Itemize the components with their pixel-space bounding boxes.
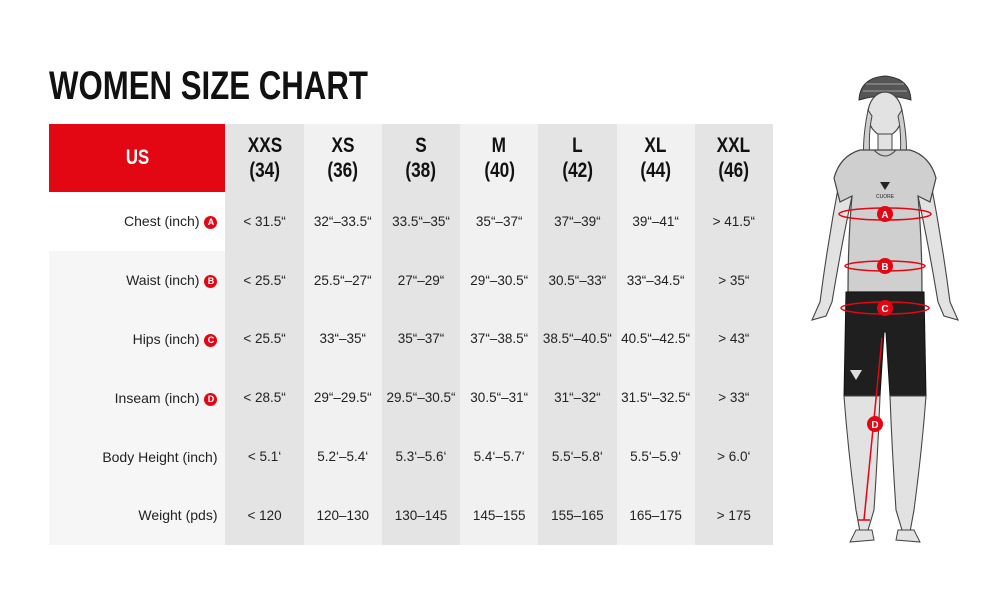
size-value-cell: 39“–41“: [616, 192, 695, 251]
body-measurement-figure: CUORE A B C D: [811, 75, 959, 543]
svg-text:C: C: [881, 304, 888, 315]
page-title: WOMEN SIZE CHART: [49, 64, 368, 108]
row-label: Weight (pds): [49, 485, 226, 545]
size-value-cell: 5.5‘–5.8‘: [538, 427, 617, 486]
marker-a: A: [877, 206, 893, 222]
size-value-cell: 33“–35“: [303, 309, 382, 369]
row-label-text: Weight (pds): [138, 507, 218, 524]
size-value-cell: 30.5“–31“: [460, 368, 539, 428]
row-label-text: Hips (inch): [132, 330, 200, 347]
size-value-cell: 145–155: [460, 485, 539, 545]
size-value-cell: 130–145: [381, 485, 461, 545]
size-value-cell: < 5.1‘: [225, 427, 304, 486]
header-row: US XXS (34) XS (36) S (38) M (40) L (42) XL (4…: [49, 124, 773, 192]
size-value-cell: < 31.5“: [225, 192, 304, 251]
row-label-text: Body Height (inch): [102, 448, 218, 465]
marker-c: C: [877, 300, 893, 316]
size-value-cell: > 33“: [694, 368, 773, 428]
row-label: Inseam (inch) D: [49, 368, 226, 428]
row-label: Body Height (inch): [49, 427, 226, 486]
size-value-cell: > 41.5“: [694, 192, 773, 251]
size-value-cell: < 25.5“: [225, 309, 304, 369]
table-row: Hips (inch) C < 25.5“ 33“–35“ 35“–37“ 37“–38.…: [49, 309, 773, 369]
svg-text:D: D: [871, 420, 878, 431]
region-header: US: [49, 124, 226, 192]
table-row: Waist (inch) B < 25.5“ 25.5“–27“ 27“–29“ 29“–…: [49, 250, 773, 310]
table-row: Inseam (inch) D < 28.5“ 29“–29.5“ 29.5“–30.5…: [49, 368, 773, 428]
size-value-cell: 29“–30.5“: [460, 250, 539, 310]
size-value-cell: 38.5“–40.5“: [538, 309, 617, 369]
size-value-cell: > 43“: [694, 309, 773, 369]
size-table: US XXS (34) XS (36) S (38) M (40) L (42) XL (4…: [49, 124, 773, 545]
size-value-cell: 40.5“–42.5“: [616, 309, 695, 369]
size-header-s: S (38): [381, 124, 461, 192]
size-value-cell: 165–175: [616, 485, 695, 545]
size-value-cell: 5.2‘–5.4‘: [303, 427, 382, 486]
svg-text:A: A: [881, 210, 888, 221]
size-value-cell: 33“–34.5“: [616, 250, 695, 310]
size-value-cell: 37“–39“: [538, 192, 617, 251]
size-value-cell: 29“–29.5“: [303, 368, 382, 428]
size-header-xs: XS (36): [303, 124, 382, 192]
size-value-cell: 5.5‘–5.9‘: [616, 427, 695, 486]
table-row: Chest (inch) A < 31.5“ 32“–33.5“ 33.5“–35“ 35…: [49, 192, 773, 251]
marker-b: B: [877, 258, 893, 274]
size-value-cell: 30.5“–33“: [538, 250, 617, 310]
table-row: Body Height (inch) < 5.1‘ 5.2‘–5.4‘ 5.3‘–5.…: [49, 427, 773, 486]
measurement-badge: B: [204, 275, 218, 289]
table-row: Weight (pds) < 120 120–130 130–145 145–155 15…: [49, 485, 773, 545]
size-header-l: L (42): [538, 124, 617, 192]
size-value-cell: 120–130: [303, 485, 382, 545]
svg-text:B: B: [881, 262, 888, 273]
size-value-cell: < 28.5“: [225, 368, 304, 428]
size-value-cell: 33.5“–35“: [381, 192, 461, 251]
size-value-cell: > 6.0‘: [694, 427, 773, 486]
marker-d: D: [867, 416, 883, 432]
size-value-cell: 5.4‘–5.7‘: [460, 427, 539, 486]
row-label: Hips (inch) C: [49, 309, 226, 369]
size-value-cell: 35“–37“: [460, 192, 539, 251]
size-value-cell: 31“–32“: [538, 368, 617, 428]
size-value-cell: > 35“: [694, 250, 773, 310]
size-value-cell: 35“–37“: [381, 309, 461, 369]
svg-text:CUORE: CUORE: [876, 194, 895, 200]
size-header-m: M (40): [460, 124, 539, 192]
size-value-cell: 25.5“–27“: [303, 250, 382, 310]
measurement-badge: D: [204, 392, 218, 406]
size-header-xl: XL (44): [616, 124, 695, 192]
measurement-badge: A: [204, 216, 218, 230]
size-value-cell: > 175: [694, 485, 773, 545]
size-value-cell: 32“–33.5“: [303, 192, 382, 251]
size-value-cell: 31.5“–32.5“: [616, 368, 695, 428]
size-header-xxs: XXS (34): [225, 124, 304, 192]
brand-logo-icon: CUORE: [876, 182, 895, 200]
size-value-cell: < 120: [225, 485, 304, 545]
row-label: Waist (inch) B: [49, 250, 226, 310]
size-value-cell: 37“–38.5“: [460, 309, 539, 369]
size-value-cell: 5.3‘–5.6‘: [381, 427, 461, 486]
row-label: Chest (inch) A: [49, 192, 226, 251]
row-label-text: Chest (inch): [124, 213, 200, 230]
size-header-xxl: XXL (46): [694, 124, 773, 192]
size-value-cell: 155–165: [538, 485, 617, 545]
row-label-text: Inseam (inch): [114, 389, 200, 406]
measurement-badge: C: [204, 333, 218, 347]
size-value-cell: < 25.5“: [225, 250, 304, 310]
size-value-cell: 29.5“–30.5“: [381, 368, 461, 428]
row-label-text: Waist (inch): [126, 272, 200, 289]
size-value-cell: 27“–29“: [381, 250, 461, 310]
